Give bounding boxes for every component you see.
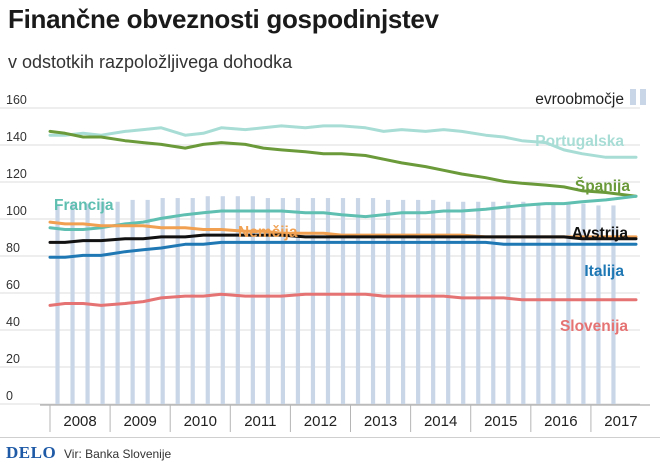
bar-evroobmocje xyxy=(416,199,421,404)
bar-evroobmocje xyxy=(461,201,466,404)
x-tick-label: 2015 xyxy=(484,413,517,430)
chart-subtitle: v odstotkih razpoložljivega dohodka xyxy=(8,52,293,72)
bar-evroobmocje xyxy=(355,198,361,404)
bar-evroobmocje xyxy=(370,198,376,404)
bar-evroobmocje xyxy=(431,199,436,404)
bar-evroobmocje xyxy=(175,198,180,404)
x-tick-label: 2017 xyxy=(604,413,637,430)
bar-evroobmocje xyxy=(205,196,210,404)
footer-divider xyxy=(0,437,660,438)
gridlines xyxy=(0,107,640,405)
x-tick-label: 2011 xyxy=(244,413,276,430)
bar-evroobmocje xyxy=(295,198,301,404)
legend: evroobmočje xyxy=(535,89,646,108)
bar-evroobmocje xyxy=(476,201,481,404)
legend-label: evroobmočje xyxy=(535,91,624,108)
bar-evroobmocje xyxy=(160,198,165,404)
bar-evroobmocje xyxy=(190,198,195,404)
x-tick-label: 2009 xyxy=(123,413,156,430)
bar-evroobmocje xyxy=(325,198,331,404)
x-tick-label: 2012 xyxy=(304,413,337,430)
bar-evroobmocje xyxy=(235,196,240,404)
x-tick-label: 2008 xyxy=(63,413,96,430)
bar-evroobmocje xyxy=(265,198,270,404)
series-line-slovenija xyxy=(48,292,638,307)
bar-evroobmocje xyxy=(491,201,496,404)
series-labels: Portugalska Španija Francija Nemčija Avstrij… xyxy=(54,133,630,335)
series-line-avstrija xyxy=(48,233,638,244)
source-note: Vir: Banka Slovenije xyxy=(64,447,172,461)
bar-evroobmocje xyxy=(536,203,541,404)
y-tick-label: 80 xyxy=(6,241,20,255)
series-line-italija xyxy=(48,240,638,259)
y-tick-label: 60 xyxy=(6,278,20,292)
series-label-francija: Francija xyxy=(54,197,114,214)
bar-evroobmocje xyxy=(385,199,391,404)
x-tick-label: 2010 xyxy=(184,413,217,430)
legend-swatch xyxy=(640,89,646,105)
bar-evroobmocje xyxy=(250,196,255,404)
bar-evroobmocje xyxy=(581,203,586,404)
y-tick-label: 0 xyxy=(6,389,13,403)
y-tick-label: 140 xyxy=(6,130,27,144)
series-label-portugalska: Portugalska xyxy=(535,133,624,150)
series-label-slovenija: Slovenija xyxy=(560,318,628,335)
y-tick-label: 100 xyxy=(6,204,27,218)
bar-evroobmocje xyxy=(220,196,225,404)
x-tick-label: 2016 xyxy=(544,413,577,430)
series-label-španija: Španija xyxy=(575,177,631,195)
bar-evroobmocje xyxy=(100,201,105,404)
y-tick-label: 160 xyxy=(6,93,27,107)
brand-logo: DELO xyxy=(6,443,57,462)
chart-title: Finančne obveznosti gospodinjstev xyxy=(8,4,439,34)
bar-evroobmocje xyxy=(566,203,571,404)
series-lines xyxy=(48,124,638,307)
x-axis: 2008 2009 2010 2011 2012 2013 2014 2015 2016 2017 xyxy=(40,404,650,432)
series-line-španija xyxy=(48,129,638,198)
series-label-avstrija: Avstrija xyxy=(572,225,629,242)
bar-evroobmocje xyxy=(401,199,406,404)
bar-evroobmocje xyxy=(280,198,285,404)
bar-evroobmocje xyxy=(506,201,511,404)
series-label-nemčija: Nemčija xyxy=(238,224,298,241)
series-label-italija: Italija xyxy=(584,263,624,280)
bar-evroobmocje xyxy=(611,205,616,404)
bar-evroobmocje xyxy=(310,198,316,404)
x-tick-label: 2013 xyxy=(364,413,397,430)
bar-evroobmocje xyxy=(340,198,346,404)
bar-evroobmocje xyxy=(446,201,451,404)
y-tick-label: 120 xyxy=(6,167,27,181)
bar-evroobmocje xyxy=(521,201,526,404)
legend-swatch xyxy=(630,89,636,105)
x-tick-label: 2014 xyxy=(424,413,457,430)
series-line-francija xyxy=(48,194,638,231)
y-tick-label: 40 xyxy=(6,315,20,329)
bar-evroobmocje xyxy=(551,203,556,404)
y-axis: 0 20 40 60 80 100 120 140 160 xyxy=(6,93,27,403)
y-tick-label: 20 xyxy=(6,352,20,366)
series-line-portugalska xyxy=(48,124,638,159)
bar-evroobmocje xyxy=(596,205,601,404)
